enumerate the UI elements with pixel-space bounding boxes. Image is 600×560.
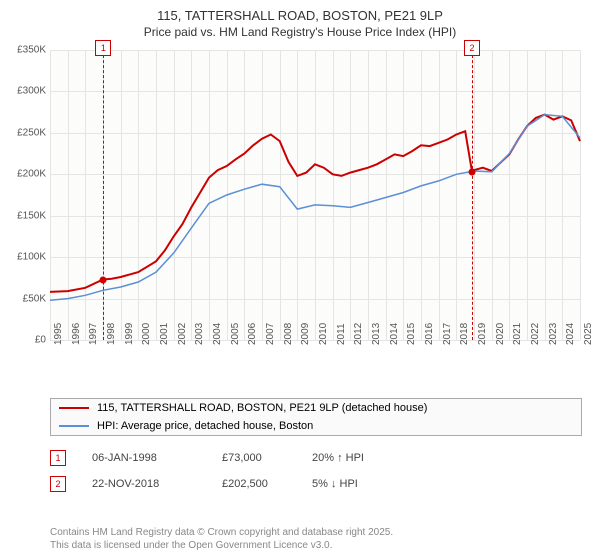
x-tick-label: 2009 — [300, 323, 311, 345]
gridline-v — [580, 50, 581, 340]
price-marker-line — [103, 50, 104, 340]
x-tick-label: 2001 — [159, 323, 170, 345]
x-tick-label: 2002 — [177, 323, 188, 345]
price-marker-dot — [469, 169, 476, 176]
y-tick-label: £50K — [23, 293, 46, 304]
x-tick-label: 1995 — [53, 323, 64, 345]
y-tick-label: £0 — [35, 335, 46, 346]
transaction-row: 2 22-NOV-2018£202,5005% ↓ HPI — [50, 476, 580, 492]
y-tick-label: £150K — [17, 210, 46, 221]
line-series-svg — [50, 50, 580, 340]
transaction-pct: 20% ↑ HPI — [312, 452, 432, 464]
transaction-date: 06-JAN-1998 — [92, 452, 222, 464]
x-tick-label: 2008 — [283, 323, 294, 345]
x-tick-label: 2013 — [371, 323, 382, 345]
transaction-id-box: 1 — [50, 450, 66, 466]
x-tick-label: 2011 — [336, 323, 347, 345]
y-tick-label: £300K — [17, 86, 46, 97]
price-marker-line — [472, 50, 473, 340]
footer-line2: This data is licensed under the Open Gov… — [50, 539, 393, 552]
y-tick-label: £200K — [17, 169, 46, 180]
x-tick-label: 2020 — [495, 323, 506, 345]
x-tick-label: 2010 — [318, 323, 329, 345]
transaction-id-box: 2 — [50, 476, 66, 492]
x-tick-label: 2022 — [530, 323, 541, 345]
transaction-date: 22-NOV-2018 — [92, 478, 222, 490]
x-tick-label: 2024 — [565, 323, 576, 345]
x-tick-label: 1996 — [71, 323, 82, 345]
price-marker-dot — [100, 276, 107, 283]
x-tick-label: 2018 — [459, 323, 470, 345]
legend: 115, TATTERSHALL ROAD, BOSTON, PE21 9LP … — [50, 398, 582, 436]
y-tick-label: £250K — [17, 127, 46, 138]
legend-color-swatch — [59, 407, 89, 409]
x-tick-label: 2016 — [424, 323, 435, 345]
x-tick-label: 2003 — [194, 323, 205, 345]
x-tick-label: 2006 — [247, 323, 258, 345]
legend-color-swatch — [59, 425, 89, 427]
chart-subtitle: Price paid vs. HM Land Registry's House … — [0, 23, 600, 39]
price-marker-box: 2 — [464, 40, 480, 56]
chart-title: 115, TATTERSHALL ROAD, BOSTON, PE21 9LP — [0, 0, 600, 23]
x-tick-label: 2019 — [477, 323, 488, 345]
series-line — [50, 115, 580, 301]
x-tick-label: 2007 — [265, 323, 276, 345]
transaction-price: £202,500 — [222, 478, 312, 490]
price-marker-box: 1 — [95, 40, 111, 56]
y-tick-label: £350K — [17, 45, 46, 56]
legend-label: 115, TATTERSHALL ROAD, BOSTON, PE21 9LP … — [97, 402, 427, 414]
footer: Contains HM Land Registry data © Crown c… — [50, 526, 393, 552]
plot-area: 12 £0£50K£100K£150K£200K£250K£300K£350K … — [50, 50, 580, 340]
x-tick-label: 2014 — [389, 323, 400, 345]
transaction-pct: 5% ↓ HPI — [312, 478, 432, 490]
footer-line1: Contains HM Land Registry data © Crown c… — [50, 526, 393, 539]
x-tick-label: 2000 — [141, 323, 152, 345]
y-tick-label: £100K — [17, 252, 46, 263]
x-tick-label: 1997 — [88, 323, 99, 345]
x-tick-label: 2005 — [230, 323, 241, 345]
chart-container: 115, TATTERSHALL ROAD, BOSTON, PE21 9LP … — [0, 0, 600, 560]
legend-item: 115, TATTERSHALL ROAD, BOSTON, PE21 9LP … — [51, 399, 581, 417]
x-tick-label: 2012 — [353, 323, 364, 345]
x-tick-label: 2004 — [212, 323, 223, 345]
x-tick-label: 2023 — [548, 323, 559, 345]
legend-label: HPI: Average price, detached house, Bost… — [97, 420, 313, 432]
x-tick-label: 2021 — [512, 323, 523, 345]
transaction-price: £73,000 — [222, 452, 312, 464]
transaction-row: 1 06-JAN-1998£73,00020% ↑ HPI — [50, 450, 580, 466]
x-tick-label: 1999 — [124, 323, 135, 345]
legend-item: HPI: Average price, detached house, Bost… — [51, 417, 581, 435]
x-tick-label: 2015 — [406, 323, 417, 345]
x-tick-label: 1998 — [106, 323, 117, 345]
series-line — [50, 115, 580, 292]
x-tick-label: 2025 — [583, 323, 594, 345]
x-tick-label: 2017 — [442, 323, 453, 345]
